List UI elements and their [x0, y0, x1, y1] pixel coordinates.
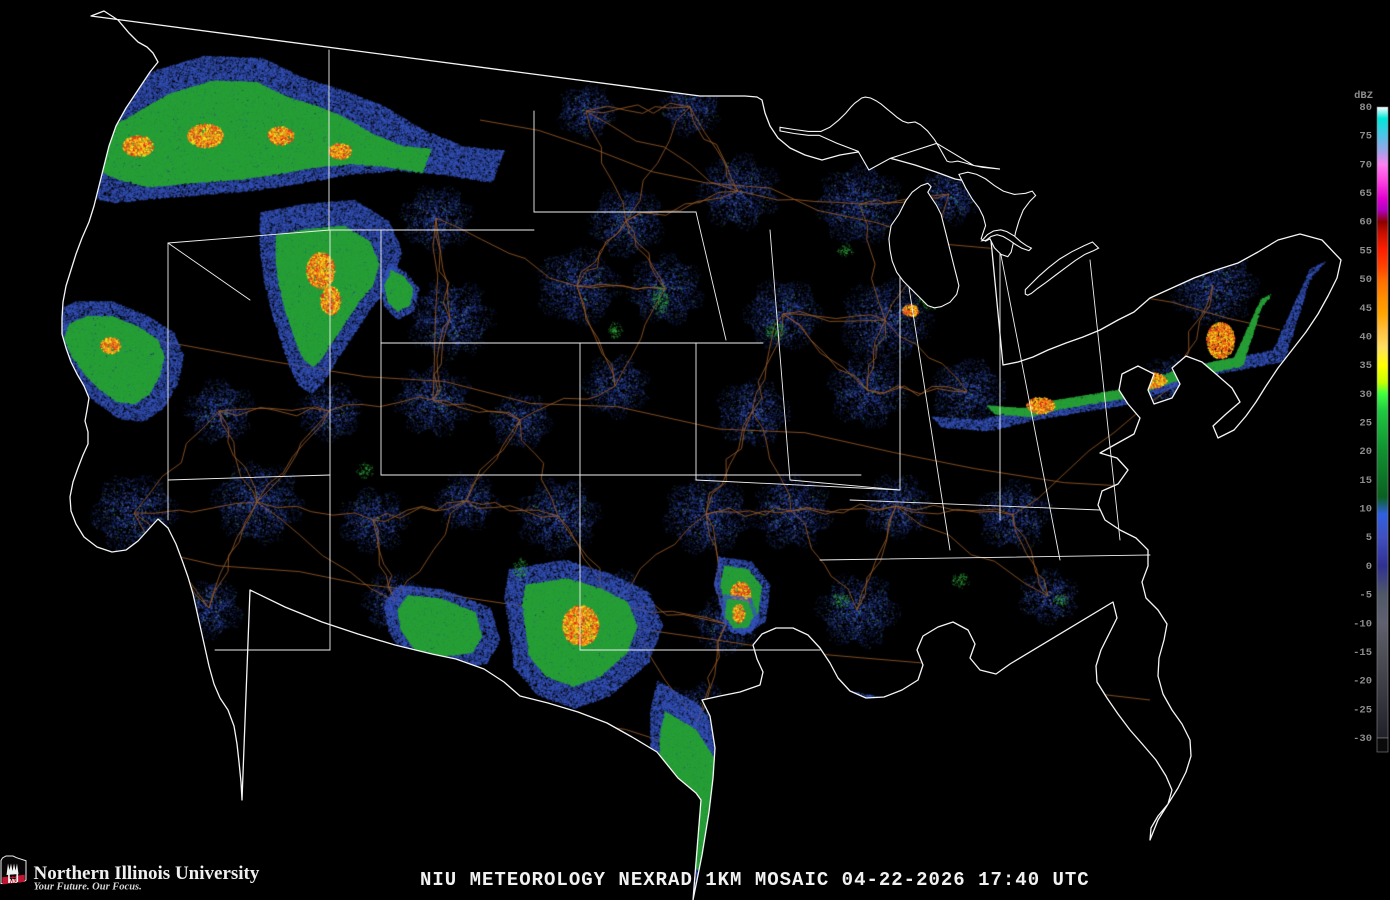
svg-text:80: 80 — [1359, 102, 1372, 114]
svg-text:70: 70 — [1359, 159, 1372, 171]
svg-text:50: 50 — [1359, 274, 1372, 286]
svg-text:55: 55 — [1359, 245, 1372, 257]
svg-text:65: 65 — [1359, 188, 1372, 200]
svg-text:35: 35 — [1359, 360, 1372, 372]
svg-text:-10: -10 — [1353, 618, 1372, 630]
svg-text:40: 40 — [1359, 332, 1372, 344]
svg-text:-5: -5 — [1359, 590, 1372, 602]
svg-text:30: 30 — [1359, 389, 1372, 401]
svg-text:-15: -15 — [1353, 647, 1372, 659]
svg-text:-30: -30 — [1353, 733, 1372, 745]
svg-text:-25: -25 — [1353, 704, 1372, 716]
svg-text:5: 5 — [1366, 532, 1372, 544]
svg-text:Your Future. Our Focus.: Your Future. Our Focus. — [34, 882, 142, 893]
svg-text:20: 20 — [1359, 446, 1372, 458]
svg-text:10: 10 — [1359, 504, 1372, 516]
svg-text:60: 60 — [1359, 217, 1372, 229]
svg-text:NIU METEOROLOGY NEXRAD 1KM MOS: NIU METEOROLOGY NEXRAD 1KM MOSAIC 04-22-… — [420, 869, 1090, 891]
svg-text:25: 25 — [1359, 418, 1372, 430]
svg-text:15: 15 — [1359, 475, 1372, 487]
svg-text:75: 75 — [1359, 131, 1372, 143]
svg-text:45: 45 — [1359, 303, 1372, 315]
svg-text:-20: -20 — [1353, 676, 1372, 688]
svg-text:dBZ: dBZ — [1354, 90, 1373, 102]
svg-text:0: 0 — [1366, 561, 1372, 573]
svg-text:NIU: NIU — [9, 879, 18, 885]
